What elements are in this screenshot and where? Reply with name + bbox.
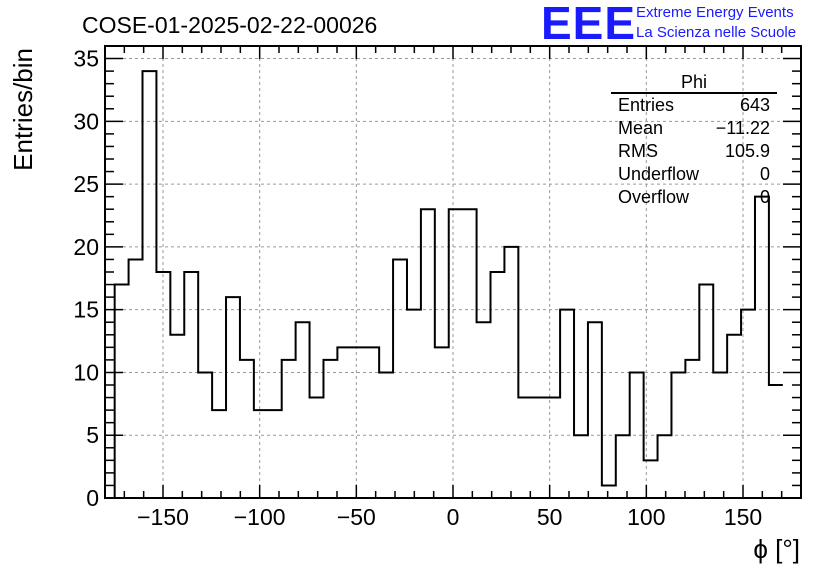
stats-label: Underflow [618, 164, 700, 184]
y-tick-label: 30 [73, 108, 99, 134]
y-tick-label: 5 [86, 422, 99, 448]
y-tick-label: 35 [73, 46, 99, 72]
stats-row: Entries 643 [611, 94, 777, 117]
stats-value: 0 [759, 187, 770, 207]
logo-line-1: Extreme Energy Events [636, 4, 794, 21]
stats-value: 643 [739, 95, 770, 115]
stats-value: 0 [759, 164, 770, 184]
x-tick-label: −150 [137, 504, 189, 530]
stats-label: RMS [618, 141, 658, 161]
stats-row: Underflow 0 [611, 163, 777, 186]
stats-label: Mean [618, 118, 664, 138]
histogram-line [113, 70, 783, 498]
stats-box: Phi Entries 643 Mean −11.22 RMS 105.9 Un… [611, 72, 777, 209]
eee-logo: EEE [541, 0, 637, 49]
stats-title: Phi [611, 72, 777, 94]
y-tick-label: 25 [73, 171, 99, 197]
x-tick-label: −50 [337, 504, 376, 530]
stats-row: Mean −11.22 [611, 117, 777, 140]
stats-label: Overflow [618, 187, 690, 207]
stats-label: Entries [618, 95, 675, 115]
grid-lines [105, 46, 801, 498]
axes: −150 −100 −50 0 50 100 150 0 5 10 15 20 25 30 35 [73, 45, 802, 530]
x-tick-label: 50 [537, 504, 563, 530]
x-axis-label: ϕ [°] [753, 534, 800, 564]
x-tick-label: −100 [234, 504, 286, 530]
y-tick-label: 10 [73, 359, 99, 385]
stats-value: 105.9 [724, 141, 770, 161]
y-tick-label: 20 [73, 234, 99, 260]
x-tick-label: 150 [724, 504, 762, 530]
x-tick-label: 0 [447, 504, 460, 530]
y-tick-label: 15 [73, 297, 99, 323]
stats-row: Overflow 0 [611, 186, 777, 209]
stats-value: −11.22 [715, 118, 770, 138]
logo-text: Extreme Energy Events La Scienza nelle S… [636, 3, 796, 43]
chart-title: COSE-01-2025-02-22-00026 [82, 12, 377, 38]
x-tick-label: 100 [627, 504, 665, 530]
y-axis-label: Entries/bin [8, 48, 38, 171]
logo-line-2: La Scienza nelle Scuole [636, 24, 797, 41]
stats-row: RMS 105.9 [611, 140, 777, 163]
y-tick-label: 0 [86, 485, 99, 511]
